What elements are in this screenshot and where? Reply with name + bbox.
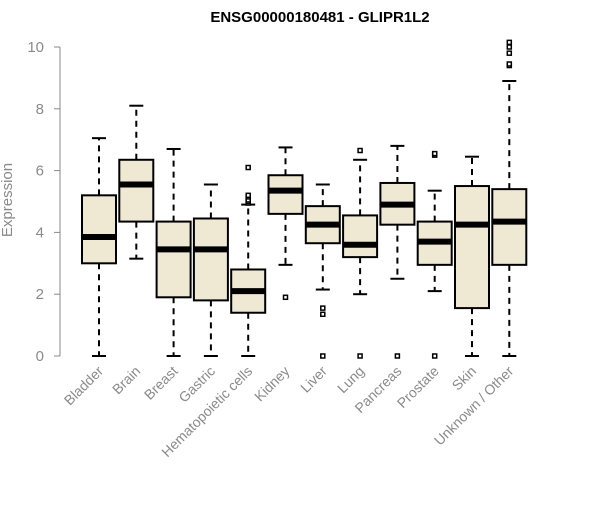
boxes-group bbox=[81, 39, 528, 359]
box-prostate bbox=[416, 150, 453, 359]
box-hematopoietic-cells bbox=[230, 164, 267, 357]
x-tick-label: Kidney bbox=[251, 363, 293, 405]
y-tick-label: 2 bbox=[36, 286, 44, 303]
outlier-point bbox=[506, 61, 513, 67]
box-iqr bbox=[155, 220, 192, 299]
outlier-point bbox=[357, 353, 363, 359]
outlier-point bbox=[431, 150, 438, 157]
x-tick-label: Bladder bbox=[61, 363, 107, 409]
outlier-point bbox=[320, 311, 326, 318]
x-tick-label: Liver bbox=[297, 363, 330, 396]
y-tick-label: 4 bbox=[36, 224, 44, 241]
outlier-point bbox=[431, 353, 438, 359]
outlier-point bbox=[320, 353, 326, 359]
outlier-point bbox=[394, 353, 401, 359]
box-lung bbox=[342, 147, 379, 359]
box-liver bbox=[304, 183, 341, 359]
box-iqr bbox=[267, 174, 304, 215]
box-unknown-other bbox=[491, 39, 528, 357]
y-tick-label: 0 bbox=[36, 348, 44, 365]
x-tick-label: Skin bbox=[449, 363, 480, 394]
box-iqr bbox=[342, 214, 379, 259]
box-gastric bbox=[192, 183, 229, 357]
y-tick-label: 6 bbox=[36, 163, 44, 180]
outlier-point bbox=[357, 147, 363, 154]
box-skin bbox=[454, 155, 490, 357]
box-iqr bbox=[81, 194, 117, 265]
x-tick-label: Prostate bbox=[394, 363, 442, 411]
y-axis-label: Expression bbox=[0, 163, 16, 237]
outlier-point bbox=[506, 39, 513, 46]
x-tick-label: Lung bbox=[334, 363, 367, 396]
y-tick-label: 8 bbox=[36, 101, 44, 118]
box-kidney bbox=[267, 146, 304, 301]
x-tick-label: Brain bbox=[109, 363, 143, 397]
outlier-point bbox=[506, 44, 513, 50]
chart-title: ENSG00000180481 - GLIPR1L2 bbox=[210, 9, 429, 26]
outlier-point bbox=[282, 294, 289, 301]
box-iqr bbox=[454, 185, 490, 310]
y-tick-label: 10 bbox=[27, 39, 44, 56]
box-bladder bbox=[81, 137, 117, 357]
outlier-point bbox=[506, 50, 513, 56]
y-axis: 0 2 4 6 8 10 bbox=[27, 39, 61, 365]
box-brain bbox=[118, 104, 155, 260]
box-iqr bbox=[118, 158, 155, 223]
box-breast bbox=[155, 147, 192, 357]
outlier-point bbox=[245, 164, 251, 171]
outlier-point bbox=[245, 192, 251, 199]
x-tick-label: Breast bbox=[141, 363, 181, 403]
box-pancreas bbox=[379, 144, 416, 359]
outlier-point bbox=[320, 305, 326, 311]
box-iqr bbox=[192, 217, 229, 302]
box-iqr bbox=[491, 188, 528, 266]
